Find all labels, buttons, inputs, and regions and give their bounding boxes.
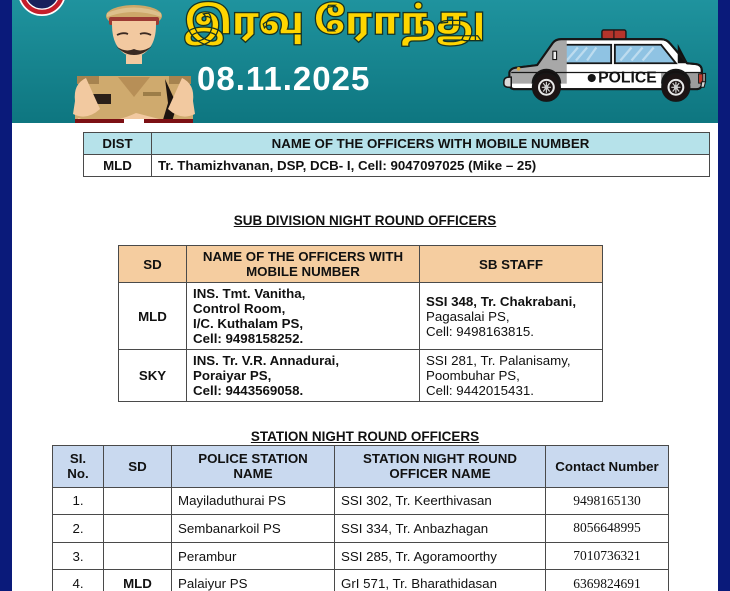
svg-text:POLICE: POLICE [598,70,657,87]
